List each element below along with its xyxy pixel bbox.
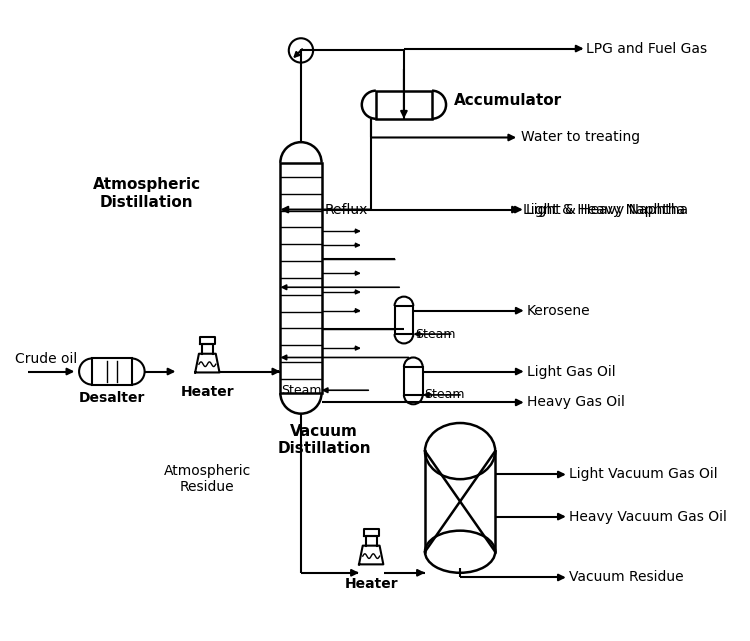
Text: Light & Heavy Naphtha: Light & Heavy Naphtha <box>523 203 685 217</box>
Text: Reflux: Reflux <box>324 203 368 217</box>
Text: Heavy Gas Oil: Heavy Gas Oil <box>526 395 625 410</box>
Text: Heavy Vacuum Gas Oil: Heavy Vacuum Gas Oil <box>568 510 727 524</box>
Text: Vacuum Residue: Vacuum Residue <box>568 570 683 585</box>
Text: Atmospheric
Residue: Atmospheric Residue <box>164 464 251 494</box>
Text: Vacuum
Distillation: Vacuum Distillation <box>278 424 371 456</box>
Text: Steam: Steam <box>424 388 465 401</box>
Text: Light Vacuum Gas Oil: Light Vacuum Gas Oil <box>568 467 717 481</box>
Bar <box>376 90 432 119</box>
Text: Crude oil: Crude oil <box>16 353 78 367</box>
Bar <box>404 367 423 395</box>
Text: Light & Heavy Naphtha: Light & Heavy Naphtha <box>526 203 688 217</box>
Text: Light Gas Oil: Light Gas Oil <box>526 365 615 379</box>
Bar <box>92 358 131 385</box>
Text: Kerosene: Kerosene <box>526 304 590 318</box>
Text: Steam: Steam <box>416 328 456 340</box>
Text: Desalter: Desalter <box>79 391 145 404</box>
Bar <box>280 163 322 393</box>
Text: Water to treating: Water to treating <box>521 131 640 144</box>
Text: Heater: Heater <box>344 577 398 591</box>
Bar <box>394 306 413 334</box>
Text: Steam: Steam <box>281 384 322 397</box>
Text: Atmospheric
Distillation: Atmospheric Distillation <box>92 178 200 210</box>
Text: LPG and Fuel Gas: LPG and Fuel Gas <box>586 42 707 56</box>
Text: Heater: Heater <box>181 385 234 399</box>
Text: Accumulator: Accumulator <box>454 92 562 108</box>
